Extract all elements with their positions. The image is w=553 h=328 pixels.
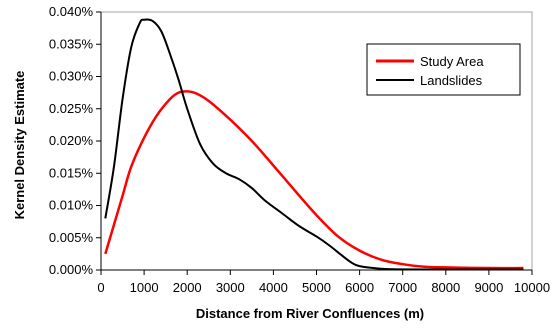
y-tick-label: 0.000% [49, 262, 94, 277]
y-tick-label: 0.020% [49, 133, 94, 148]
y-tick-label: 0.040% [49, 4, 94, 19]
legend-label-study-area: Study Area [420, 54, 484, 69]
y-tick-label: 0.005% [49, 230, 94, 245]
y-tick-label: 0.035% [49, 36, 94, 51]
x-tick-label: 0 [97, 280, 104, 295]
x-tick-label: 1000 [130, 280, 159, 295]
x-tick-label: 9000 [474, 280, 503, 295]
x-tick-label: 8000 [431, 280, 460, 295]
x-tick-label: 10000 [514, 280, 550, 295]
legend: Study Area Landslides [366, 43, 521, 96]
x-tick-label: 5000 [302, 280, 331, 295]
y-tick-label: 0.015% [49, 165, 94, 180]
series-layer [104, 18, 524, 271]
y-axis: 0.000% 0.005% 0.010% 0.015% 0.020% 0.025% 0.03… [49, 4, 101, 277]
x-axis: 0 1000 2000 3000 4000 5000 6000 7000 8000 9000 100… [97, 270, 550, 295]
x-tick-label: 3000 [216, 280, 245, 295]
x-tick-label: 4000 [259, 280, 288, 295]
y-axis-title: Kernel Density Estimate [12, 71, 27, 220]
y-tick-label: 0.025% [49, 101, 94, 116]
x-tick-label: 7000 [388, 280, 417, 295]
legend-label-landslides: Landslides [420, 73, 483, 88]
x-tick-label: 2000 [173, 280, 202, 295]
legend-box [366, 43, 521, 96]
series-study-area-line [104, 90, 524, 270]
y-tick-label: 0.010% [49, 198, 94, 213]
x-tick-label: 6000 [345, 280, 374, 295]
series-landslides-line [104, 18, 524, 271]
y-tick-label: 0.030% [49, 69, 94, 84]
x-axis-title: Distance from River Confluences (m) [196, 306, 424, 321]
